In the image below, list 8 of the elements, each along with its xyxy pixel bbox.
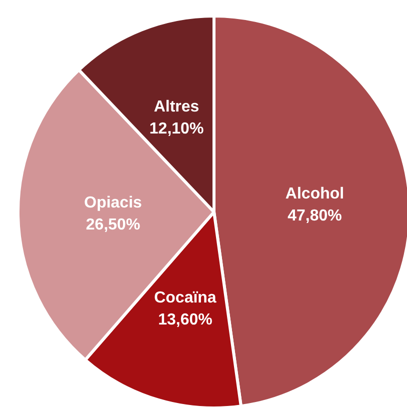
slice-label: Altres — [154, 98, 200, 116]
data-label: 47,80% — [288, 208, 342, 225]
data-label: 13,60% — [158, 311, 212, 328]
slice-label: Cocaïna — [154, 289, 216, 306]
data-label: 26,50% — [86, 216, 140, 234]
data-label: 12,10% — [149, 120, 204, 138]
slice-label: Opiacis — [84, 194, 142, 212]
slice-label: Alcohol — [285, 186, 344, 203]
